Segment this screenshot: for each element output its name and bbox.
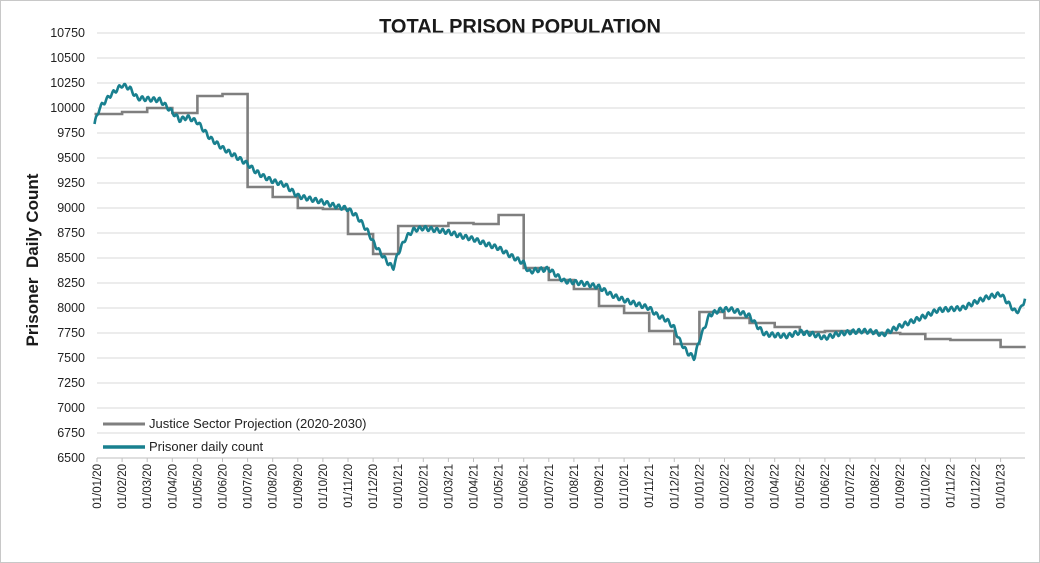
y-tick-label: 9750 [57, 126, 85, 140]
x-tick-label: 01/07/22 [845, 464, 857, 509]
y-tick-labels: 6500 6750 7000 7250 7500 7750 8000 8250 8500 8750… [50, 26, 85, 465]
y-tick-label: 9000 [57, 201, 85, 215]
x-tick-label: 01/05/21 [494, 464, 506, 509]
y-tick-label: 7000 [57, 401, 85, 415]
y-tick-label: 7250 [57, 376, 85, 390]
x-tick-label: 01/03/22 [745, 464, 757, 509]
x-tick-label: 01/09/20 [293, 464, 305, 509]
x-tick-label: 01/11/20 [343, 464, 355, 508]
y-tick-label: 6750 [57, 426, 85, 440]
y-tick-label: 8250 [57, 276, 85, 290]
x-tick-label: 01/10/20 [318, 464, 330, 509]
x-tick-label: 01/12/22 [971, 464, 983, 509]
chart-title: TOTAL PRISON POPULATION [379, 16, 661, 38]
y-tick-label: 10500 [50, 51, 85, 65]
x-tick-label: 01/09/22 [895, 464, 907, 509]
x-tick-label: 01/01/22 [694, 464, 706, 509]
x-tick-label: 01/03/21 [443, 464, 455, 509]
y-tick-label: 6500 [57, 451, 85, 465]
series-group [93, 82, 1027, 362]
x-tick-label: 01/12/20 [368, 464, 380, 509]
y-tick-label: 9250 [57, 176, 85, 190]
legend: Justice Sector Projection (2020-2030) Pr… [103, 416, 367, 454]
x-tick-label: 01/11/21 [644, 464, 656, 508]
x-tick-label: 01/08/20 [268, 464, 280, 509]
x-tick-labels: 01/01/20 01/02/20 01/03/20 01/04/20 01/05/20… [92, 458, 1008, 509]
x-tick-label: 01/12/21 [669, 464, 681, 509]
x-tick-label: 01/08/21 [569, 464, 581, 509]
y-tick-label: 8750 [57, 226, 85, 240]
x-tick-label: 01/10/21 [619, 464, 631, 509]
x-tick-label: 01/04/20 [167, 464, 179, 509]
y-tick-label: 10000 [50, 101, 85, 115]
y-tick-label: 7500 [57, 351, 85, 365]
y-tick-label: 8000 [57, 301, 85, 315]
x-tick-label: 01/06/20 [218, 464, 230, 509]
series-line-daily-count [93, 82, 1027, 362]
x-tick-label: 01/02/20 [117, 464, 129, 509]
x-tick-label: 01/10/22 [920, 464, 932, 509]
x-tick-label: 01/05/20 [192, 464, 204, 509]
x-tick-label: 01/06/21 [519, 464, 531, 509]
x-tick-label: 01/01/21 [393, 464, 405, 509]
y-tick-label: 8500 [57, 251, 85, 265]
legend-label-projection: Justice Sector Projection (2020-2030) [149, 416, 367, 431]
x-tick-label: 01/02/21 [418, 464, 430, 509]
x-tick-label: 01/05/22 [795, 464, 807, 509]
legend-label-daily-count: Prisoner daily count [149, 439, 264, 454]
x-tick-label: 01/04/22 [770, 464, 782, 509]
x-tick-label: 01/07/21 [544, 464, 556, 509]
y-tick-label: 9500 [57, 151, 85, 165]
y-axis-label: Prisoner Daily Count [23, 173, 42, 346]
x-tick-label: 01/09/21 [594, 464, 606, 509]
y-tick-label: 7750 [57, 326, 85, 340]
x-tick-label: 01/02/22 [720, 464, 732, 509]
y-tick-label: 10250 [50, 76, 85, 90]
x-tick-label: 01/01/20 [92, 464, 104, 509]
x-tick-label: 01/07/20 [243, 464, 255, 509]
x-tick-label: 01/01/23 [996, 464, 1008, 509]
x-tick-label: 01/06/22 [820, 464, 832, 509]
x-tick-label: 01/08/22 [870, 464, 882, 509]
y-tick-label: 10750 [50, 26, 85, 40]
x-tick-label: 01/03/20 [142, 464, 154, 509]
x-tick-label: 01/04/21 [469, 464, 481, 509]
x-tick-label: 01/11/22 [945, 464, 957, 508]
